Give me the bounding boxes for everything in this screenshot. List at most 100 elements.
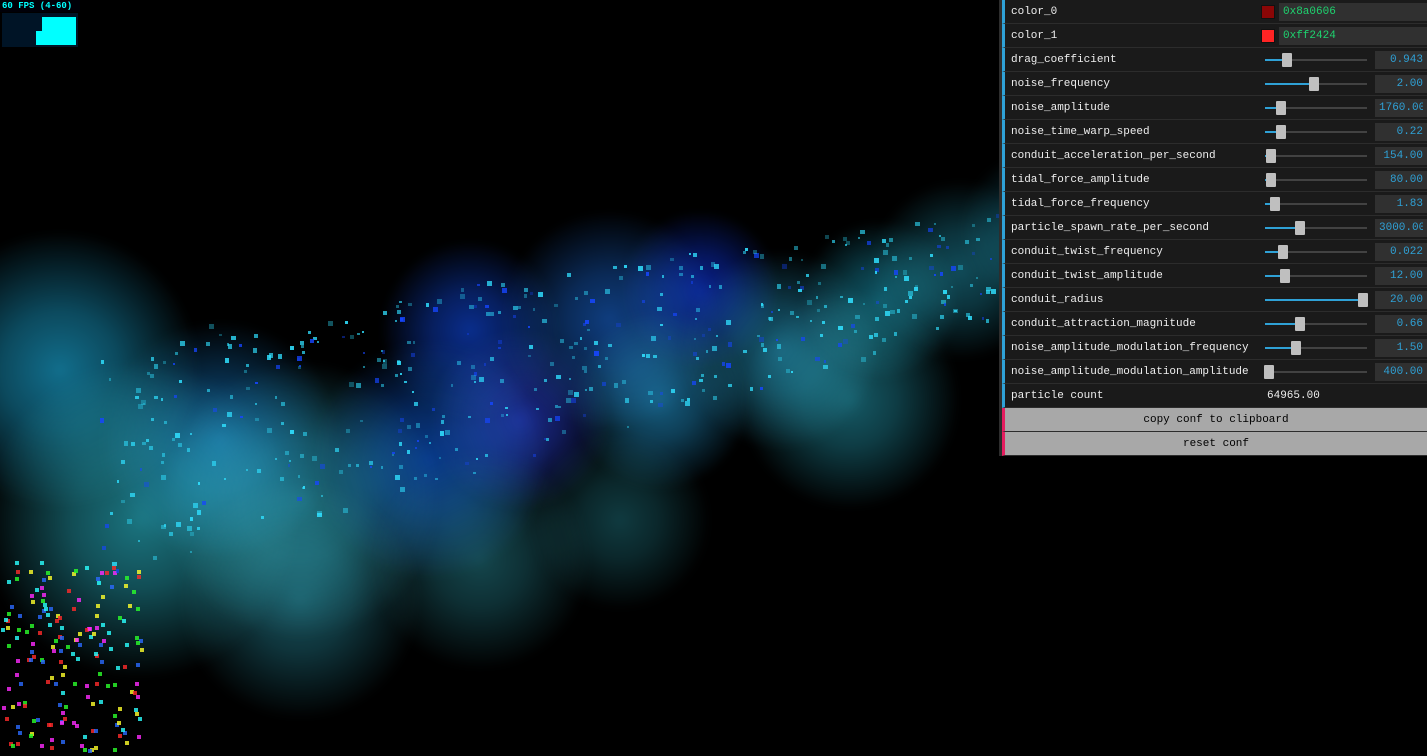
slider-thumb[interactable]: [1309, 77, 1319, 91]
slider-thumb[interactable]: [1291, 341, 1301, 355]
particle: [550, 362, 554, 366]
value-input-conduit_twist_amplitude[interactable]: [1375, 267, 1427, 285]
particle: [468, 416, 471, 419]
reset-conf-button[interactable]: reset conf: [1002, 432, 1427, 456]
value-input-noise_time_warp_speed[interactable]: [1375, 123, 1427, 141]
color-input-color_0[interactable]: [1279, 3, 1427, 21]
particle: [161, 461, 164, 464]
particle: [687, 398, 689, 400]
slider-thumb[interactable]: [1266, 149, 1276, 163]
particle: [363, 352, 365, 354]
value-input-noise_amplitude_modulation_frequency[interactable]: [1375, 339, 1427, 357]
slider-thumb[interactable]: [1276, 101, 1286, 115]
color-swatch-color_0[interactable]: [1261, 5, 1275, 19]
particle: [858, 237, 860, 239]
speckle: [128, 604, 132, 608]
slider-thumb[interactable]: [1280, 269, 1290, 283]
particle: [397, 360, 400, 363]
particle: [498, 340, 502, 344]
particle: [383, 311, 387, 315]
particle: [524, 288, 528, 292]
particle: [943, 290, 947, 294]
particle: [915, 285, 918, 288]
slider-tidal_force_amplitude[interactable]: [1265, 179, 1367, 181]
slider-noise_amplitude_modulation_amplitude[interactable]: [1265, 371, 1367, 373]
value-input-conduit_twist_frequency[interactable]: [1375, 243, 1427, 261]
value-input-tidal_force_frequency[interactable]: [1375, 195, 1427, 213]
speckle: [42, 593, 46, 597]
particle: [432, 408, 435, 411]
slider-conduit_attraction_magnitude[interactable]: [1265, 323, 1367, 325]
speckle: [92, 632, 96, 636]
particle: [845, 244, 847, 246]
particle: [278, 354, 282, 358]
slider-thumb[interactable]: [1266, 173, 1276, 187]
gui-row-noise_amplitude: noise_amplitude: [1002, 96, 1427, 120]
gui-row-color_1: color_1: [1002, 24, 1427, 48]
slider-thumb[interactable]: [1278, 245, 1288, 259]
particle: [276, 365, 280, 369]
particle: [190, 532, 194, 536]
particle: [348, 464, 351, 467]
speckle: [15, 577, 19, 581]
particle: [848, 298, 853, 303]
value-input-noise_frequency[interactable]: [1375, 75, 1427, 93]
particle: [937, 245, 940, 248]
particle: [382, 364, 387, 369]
particle: [407, 450, 411, 454]
particle: [544, 438, 546, 440]
slider-conduit_acceleration_per_second[interactable]: [1265, 155, 1367, 157]
slider-drag_coefficient[interactable]: [1265, 59, 1367, 61]
particle: [162, 453, 166, 457]
particle: [791, 371, 793, 373]
slider-noise_amplitude_modulation_frequency[interactable]: [1265, 347, 1367, 349]
slider-thumb[interactable]: [1282, 53, 1292, 67]
slider-thumb[interactable]: [1270, 197, 1280, 211]
particle: [580, 337, 582, 339]
copy-conf-button[interactable]: copy conf to clipboard: [1002, 408, 1427, 432]
slider-thumb[interactable]: [1295, 317, 1305, 331]
slider-thumb[interactable]: [1295, 221, 1305, 235]
particle: [840, 296, 843, 299]
slider-conduit_radius[interactable]: [1265, 299, 1367, 301]
value-input-particle_spawn_rate_per_second[interactable]: [1375, 219, 1427, 237]
color-swatch-color_1[interactable]: [1261, 29, 1275, 43]
value-input-tidal_force_amplitude[interactable]: [1375, 171, 1427, 189]
value-input-conduit_acceleration_per_second[interactable]: [1375, 147, 1427, 165]
particle: [843, 339, 848, 344]
value-input-conduit_attraction_magnitude[interactable]: [1375, 315, 1427, 333]
particle: [685, 401, 690, 406]
speckle: [97, 581, 101, 585]
color-input-color_1[interactable]: [1279, 27, 1427, 45]
value-input-noise_amplitude_modulation_amplitude[interactable]: [1375, 363, 1427, 381]
value-input-noise_amplitude[interactable]: [1375, 99, 1427, 117]
slider-conduit_twist_frequency[interactable]: [1265, 251, 1367, 253]
slider-noise_amplitude[interactable]: [1265, 107, 1367, 109]
particle: [131, 442, 135, 446]
particle: [590, 299, 594, 303]
speckle: [18, 731, 22, 735]
speckle: [47, 723, 51, 727]
particle: [875, 317, 879, 321]
gui-row-conduit_attraction_magnitude: conduit_attraction_magnitude: [1002, 312, 1427, 336]
slider-noise_frequency[interactable]: [1265, 83, 1367, 85]
slider-thumb[interactable]: [1276, 125, 1286, 139]
speckle: [16, 725, 20, 729]
gui-label: particle_spawn_rate_per_second: [1005, 222, 1261, 234]
particle: [377, 358, 381, 362]
slider-thumb[interactable]: [1264, 365, 1274, 379]
value-input-drag_coefficient[interactable]: [1375, 51, 1427, 69]
speckle: [71, 652, 75, 656]
gui-row-tidal_force_amplitude: tidal_force_amplitude: [1002, 168, 1427, 192]
slider-particle_spawn_rate_per_second[interactable]: [1265, 227, 1367, 229]
particle: [363, 366, 365, 368]
value-input-conduit_radius[interactable]: [1375, 291, 1427, 309]
slider-tidal_force_frequency[interactable]: [1265, 203, 1367, 205]
particle: [411, 353, 415, 357]
speckle: [75, 638, 79, 642]
particle: [753, 250, 757, 254]
slider-noise_time_warp_speed[interactable]: [1265, 131, 1367, 133]
slider-thumb[interactable]: [1358, 293, 1368, 307]
slider-conduit_twist_amplitude[interactable]: [1265, 275, 1367, 277]
particle: [874, 258, 879, 263]
